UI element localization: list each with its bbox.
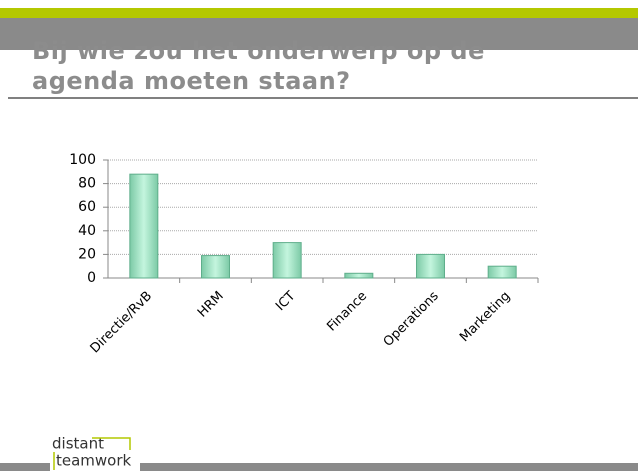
logo-text: distant xyxy=(52,435,104,453)
accent-bar xyxy=(0,8,638,18)
bar xyxy=(344,272,374,279)
y-tick-label: 0 xyxy=(87,270,96,286)
bar xyxy=(487,265,517,279)
bar xyxy=(129,173,159,279)
footer-band-left xyxy=(0,463,50,471)
x-tick-label: Operations xyxy=(381,289,442,350)
y-tick-label: 80 xyxy=(78,176,96,192)
x-tick-label: HRM xyxy=(195,289,227,321)
header-band xyxy=(0,18,638,50)
y-tick-label: 60 xyxy=(78,199,96,215)
y-tick-label: 100 xyxy=(69,152,96,168)
bar xyxy=(201,255,230,279)
y-tick-label: 40 xyxy=(78,223,96,239)
x-tick-label: Marketing xyxy=(457,289,513,345)
logo-mark xyxy=(53,437,131,470)
slide-title: Bij wie zou het onderwerp op de agenda m… xyxy=(32,37,485,95)
x-tick-label: Finance xyxy=(324,289,370,335)
x-tick-label: ICT xyxy=(273,289,298,314)
footer-band xyxy=(140,463,638,471)
bar xyxy=(272,242,302,279)
x-tick-label: Directie/RvB xyxy=(88,289,156,357)
y-tick-label: 20 xyxy=(78,246,96,262)
logo-text: teamwork xyxy=(56,452,132,470)
bar xyxy=(416,253,445,279)
